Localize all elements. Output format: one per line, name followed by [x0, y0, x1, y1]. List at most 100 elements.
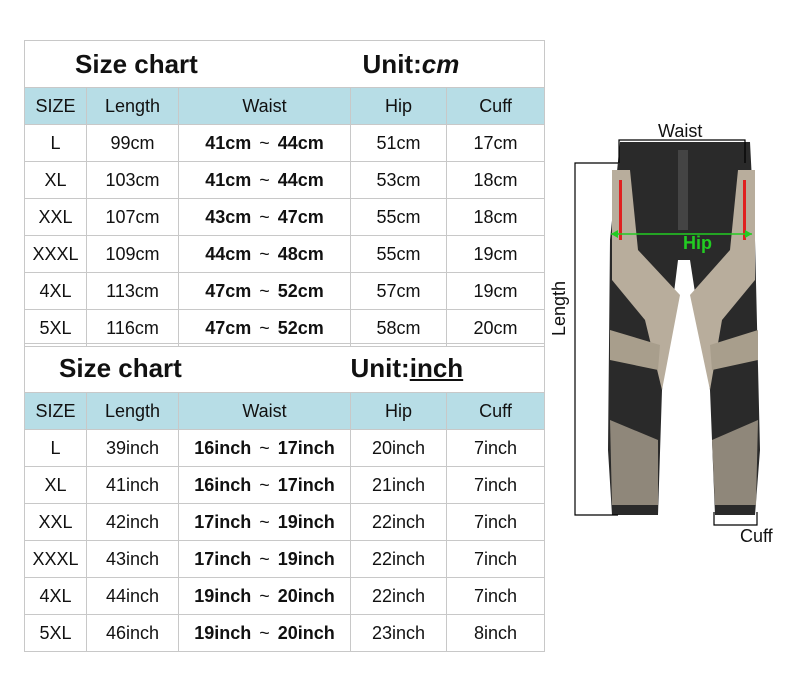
chart-title-row: Size chart Unit:cm — [23, 40, 546, 88]
table-row: XL 103cm 41cm ~44cm 53cm 18cm — [24, 161, 546, 199]
cuff-line — [713, 512, 758, 526]
hip-cell: 53cm — [350, 161, 448, 199]
column-header: Hip — [350, 87, 448, 125]
chart-title-row: Size chart Unit:inch — [23, 343, 546, 393]
length-cell: 46inch — [86, 614, 179, 652]
length-cell: 113cm — [86, 272, 179, 310]
waist-min: 41cm — [205, 132, 252, 153]
waist-max: 17inch — [277, 437, 335, 458]
column-header: SIZE — [24, 392, 87, 430]
length-cell: 42inch — [86, 503, 179, 541]
cuff-cell: 18cm — [446, 198, 546, 236]
waist-cell: 17inch ~19inch — [177, 503, 352, 541]
waist-min: 17inch — [194, 548, 252, 569]
size-chart-inch: Size chart Unit:inch SIZE Length Waist Hip C… — [23, 343, 546, 652]
cuff-cell: 7inch — [446, 466, 546, 504]
length-cell: 107cm — [86, 198, 179, 236]
length-cell: 41inch — [86, 466, 179, 504]
waist-max: 52cm — [277, 280, 324, 301]
table-row: L 39inch 16inch ~17inch 20inch 7inch — [24, 429, 546, 467]
waist-min: 41cm — [205, 169, 252, 190]
waist-max: 20inch — [277, 622, 335, 643]
cuff-cell: 19cm — [446, 272, 546, 310]
table-row: 4XL 44inch 19inch ~20inch 22inch 7inch — [24, 577, 546, 615]
tilde: ~ — [259, 437, 270, 458]
table-row: XXXL 109cm 44cm ~48cm 55cm 19cm — [24, 235, 546, 273]
waist-min: 47cm — [205, 317, 252, 338]
waist-min: 19inch — [194, 622, 252, 643]
cuff-cell: 8inch — [446, 614, 546, 652]
size-cell: 5XL — [24, 309, 87, 347]
hip-arrow-right — [745, 230, 752, 238]
table-row: 4XL 113cm 47cm ~52cm 57cm 19cm — [24, 272, 546, 310]
tilde: ~ — [259, 585, 270, 606]
waist-label: Waist — [658, 121, 703, 141]
cuff-cell: 7inch — [446, 503, 546, 541]
chart-title: Size chart — [23, 40, 351, 88]
cuff-cell: 7inch — [446, 577, 546, 615]
waist-max: 47cm — [277, 206, 324, 227]
length-cell: 39inch — [86, 429, 179, 467]
size-cell: 4XL — [24, 577, 87, 615]
waist-max: 48cm — [277, 243, 324, 264]
length-label: Length — [549, 280, 570, 337]
pants-diagram — [574, 139, 760, 526]
size-cell: L — [24, 429, 87, 467]
hip-cell: 22inch — [350, 577, 448, 615]
cuff-cell: 20cm — [446, 309, 546, 347]
unit-label-text: Unit: — [362, 48, 422, 79]
length-cell: 103cm — [86, 161, 179, 199]
length-cell: 109cm — [86, 235, 179, 273]
hip-label: Hip — [683, 233, 712, 253]
column-header: Cuff — [446, 87, 546, 125]
hip-cell: 21inch — [350, 466, 448, 504]
unit-label: Unit:cm — [350, 40, 546, 88]
column-header: Hip — [350, 392, 448, 430]
hip-cell: 23inch — [350, 614, 448, 652]
column-header: Waist — [177, 87, 352, 125]
hip-cell: 55cm — [350, 235, 448, 273]
size-cell: XXXL — [24, 235, 87, 273]
waist-max: 44cm — [277, 169, 324, 190]
waist-max: 52cm — [277, 317, 324, 338]
table-row: 5XL 116cm 47cm ~52cm 58cm 20cm — [24, 309, 546, 347]
unit-label-text: Unit: — [350, 352, 410, 383]
hip-cell: 57cm — [350, 272, 448, 310]
length-line — [574, 162, 618, 516]
chart-title-text: Size chart — [59, 352, 182, 383]
size-chart-cm: Size chart Unit:cm SIZE Length Waist Hip Cuf… — [23, 40, 546, 347]
tilde: ~ — [259, 622, 270, 643]
hip-cell: 20inch — [350, 429, 448, 467]
waist-max: 19inch — [277, 548, 335, 569]
waist-min: 16inch — [194, 437, 252, 458]
waist-max: 44cm — [277, 132, 324, 153]
size-cell: XXXL — [24, 540, 87, 578]
unit-value: inch — [409, 352, 464, 383]
waist-min: 44cm — [205, 243, 252, 264]
cuff-cell: 17cm — [446, 124, 546, 162]
tilde: ~ — [259, 511, 270, 532]
size-cell: 5XL — [24, 614, 87, 652]
table-row: XXXL 43inch 17inch ~19inch 22inch 7inch — [24, 540, 546, 578]
tilde: ~ — [259, 132, 270, 153]
length-cell: 99cm — [86, 124, 179, 162]
hip-cell: 55cm — [350, 198, 448, 236]
waist-max: 19inch — [277, 511, 335, 532]
column-header: SIZE — [24, 87, 87, 125]
length-cell: 116cm — [86, 309, 179, 347]
header-row: SIZE Length Waist Hip Cuff — [24, 392, 546, 430]
size-cell: XL — [24, 466, 87, 504]
column-header: Cuff — [446, 392, 546, 430]
waist-line — [618, 139, 746, 163]
waist-cell: 16inch ~17inch — [177, 466, 352, 504]
tilde: ~ — [259, 169, 270, 190]
hip-cell: 51cm — [350, 124, 448, 162]
cuff-cell: 19cm — [446, 235, 546, 273]
column-header: Length — [86, 392, 179, 430]
tilde: ~ — [259, 548, 270, 569]
hip-cell: 22inch — [350, 503, 448, 541]
tilde: ~ — [259, 280, 270, 301]
unit-label: Unit:inch — [350, 343, 546, 393]
hip-arrow-left — [611, 230, 618, 238]
waist-cell: 44cm ~48cm — [177, 235, 352, 273]
